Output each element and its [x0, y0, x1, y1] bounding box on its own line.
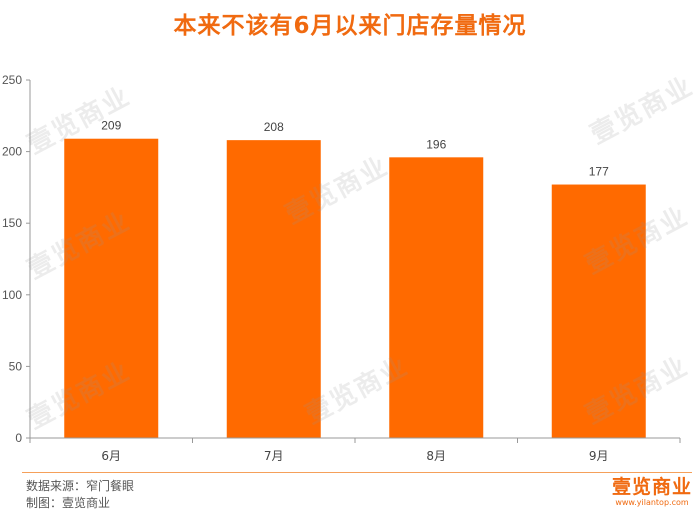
y-tick-label: 250: [2, 73, 22, 87]
brand-logo: 壹览商业 www.yilantop.com: [610, 476, 694, 510]
x-axis: 6月 7月 8月 9月: [29, 437, 681, 463]
x-category-label: 8月: [426, 449, 446, 463]
y-axis: 0 50 100 150 200 250: [2, 73, 31, 445]
x-category-label: 6月: [101, 449, 121, 463]
y-tick-label: 0: [15, 431, 22, 445]
bar-2: [226, 140, 321, 439]
data-labels: 209 208 196 177: [101, 119, 609, 179]
bar-4: [551, 184, 646, 438]
x-category-label: 9月: [589, 449, 609, 463]
footer-divider: [22, 472, 692, 473]
bar-3: [389, 157, 484, 438]
chart-title: 本来不该有6月以来门店存量情况: [173, 13, 527, 39]
bars: [64, 138, 646, 439]
y-tick-label: 50: [9, 359, 23, 373]
chart-credit-note: 制图：壹览商业: [26, 496, 111, 510]
bar-1: [64, 138, 159, 438]
bar-chart: 0 50 100 150 200 250 209 208 196 177 6月 7月 8月 9月: [2, 73, 681, 463]
bar-data-label: 196: [426, 137, 446, 151]
bar-data-label: 208: [264, 120, 284, 134]
brand-name: 壹览商业: [611, 476, 692, 498]
y-tick-label: 150: [2, 216, 22, 230]
y-tick-label: 200: [2, 145, 22, 159]
bar-data-label: 209: [101, 119, 121, 133]
y-tick-label: 100: [2, 288, 22, 302]
x-category-label: 7月: [264, 449, 284, 463]
data-source-note: 数据来源：窄门餐眼: [26, 479, 135, 493]
bar-data-label: 177: [589, 165, 609, 179]
brand-url: www.yilantop.com: [615, 498, 689, 507]
